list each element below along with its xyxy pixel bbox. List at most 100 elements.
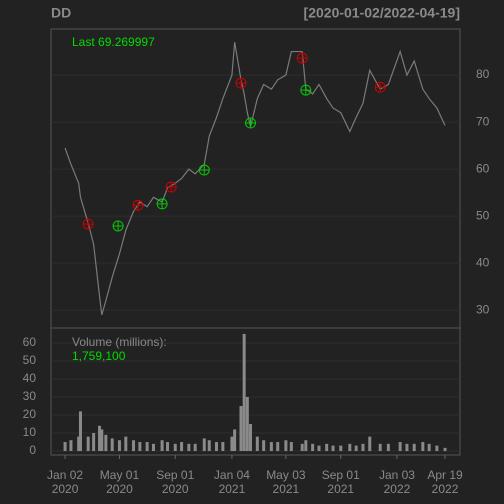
volume-bar: [63, 442, 67, 452]
volume-bar: [104, 434, 108, 452]
chart-subtitle: [2020-01-02/2022-04-19]: [304, 5, 460, 21]
volume-bar: [187, 443, 191, 452]
y-tick-label: 70: [476, 114, 490, 128]
volume-bar: [348, 443, 352, 452]
volume-bar: [92, 433, 96, 452]
volume-bar: [245, 396, 249, 452]
volume-bar: [300, 443, 304, 452]
volume-bar: [339, 445, 343, 452]
x-tick-label: Apr 19 2022: [427, 468, 463, 496]
volume-bar: [361, 443, 365, 452]
volume-bar: [317, 445, 321, 452]
signal-marker: [132, 199, 144, 211]
signal-marker: [235, 77, 247, 89]
y-tick-label: 50: [476, 208, 490, 222]
volume-bar: [69, 440, 73, 452]
volume-bar: [166, 442, 170, 452]
signal-marker: [296, 52, 308, 64]
volume-bar: [202, 438, 206, 452]
panel: [50, 28, 461, 329]
volume-bar: [249, 424, 253, 452]
volume-bar: [262, 440, 266, 452]
x-tick-label: May 01 2020: [100, 468, 140, 496]
volume-bar: [242, 333, 246, 452]
volume-bar: [255, 436, 259, 452]
y-tick-label: 20: [23, 407, 37, 421]
signal-marker: [245, 117, 257, 129]
y-tick-label: 30: [476, 302, 490, 316]
volume-bar: [138, 442, 142, 452]
volume-bar: [276, 442, 280, 452]
volume-bar: [207, 440, 211, 452]
signal-marker: [300, 84, 312, 96]
signal-marker: [82, 218, 94, 230]
x-tick-label: Jan 02 2020: [47, 468, 83, 496]
volume-bar: [325, 443, 329, 452]
volume-bar: [284, 440, 288, 452]
volume-bar: [233, 429, 237, 452]
volume-bar: [269, 442, 273, 452]
signal-marker: [198, 164, 210, 176]
panel: [50, 327, 461, 456]
volume-bar: [331, 445, 335, 452]
x-tick-label: Jan 03 2022: [379, 468, 415, 496]
signal-marker: [156, 198, 168, 210]
y-tick-label: 60: [23, 335, 37, 349]
volume-bar: [427, 443, 431, 452]
y-tick-label: 30: [23, 389, 37, 403]
volume-bar: [435, 445, 439, 452]
volume-bar: [412, 443, 416, 452]
volume-bar: [160, 440, 164, 452]
volume-bar: [86, 436, 90, 452]
volume-bar: [354, 445, 358, 452]
volume-bar: [193, 443, 197, 452]
volume-bar: [421, 442, 425, 452]
volume-bar: [180, 442, 184, 452]
volume-bar: [117, 440, 121, 452]
volume-bar: [386, 443, 390, 452]
x-tick-label: Sep 01 2021: [322, 468, 360, 496]
volume-bar: [98, 425, 102, 452]
volume-bar: [368, 436, 372, 452]
volume-bar: [110, 438, 114, 452]
y-tick-label: 0: [29, 443, 36, 457]
price-line: [64, 42, 446, 316]
last-label: Last 69.269997: [72, 35, 155, 49]
volume-bar: [77, 436, 81, 452]
y-tick-label: 50: [23, 353, 37, 367]
chart-title: DD: [51, 5, 71, 21]
volume-bar: [173, 443, 177, 452]
signal-marker: [165, 181, 177, 193]
x-tick-label: Jan 04 2021: [214, 468, 250, 496]
x-tick-label: Sep 01 2020: [156, 468, 194, 496]
volume-bar: [311, 443, 315, 452]
x-tick-label: May 03 2021: [266, 468, 306, 496]
y-tick-label: 40: [476, 255, 490, 269]
volume-bar: [378, 443, 382, 452]
volume-bar: [405, 443, 409, 452]
signal-marker: [374, 81, 386, 93]
volume-bar: [151, 443, 155, 452]
volume-bar: [304, 440, 308, 452]
volume-bar: [239, 406, 243, 452]
volume-bar: [398, 442, 402, 452]
volume-bar: [443, 447, 447, 452]
volume-label: Volume (millions):: [72, 335, 167, 349]
volume-bar: [221, 442, 225, 452]
y-tick-label: 80: [476, 67, 490, 81]
volume-bar: [132, 440, 136, 452]
volume-bar: [289, 442, 293, 452]
y-tick-label: 40: [23, 371, 37, 385]
volume-bar: [215, 442, 219, 452]
volume-bar: [100, 429, 104, 452]
volume-bar: [230, 436, 234, 452]
volume-bar: [124, 436, 128, 452]
volume-bar: [78, 411, 82, 452]
volume-value: 1,759,100: [72, 349, 126, 363]
y-tick-label: 60: [476, 161, 490, 175]
volume-bar: [145, 442, 149, 452]
signal-marker: [112, 220, 124, 232]
y-tick-label: 10: [23, 425, 37, 439]
